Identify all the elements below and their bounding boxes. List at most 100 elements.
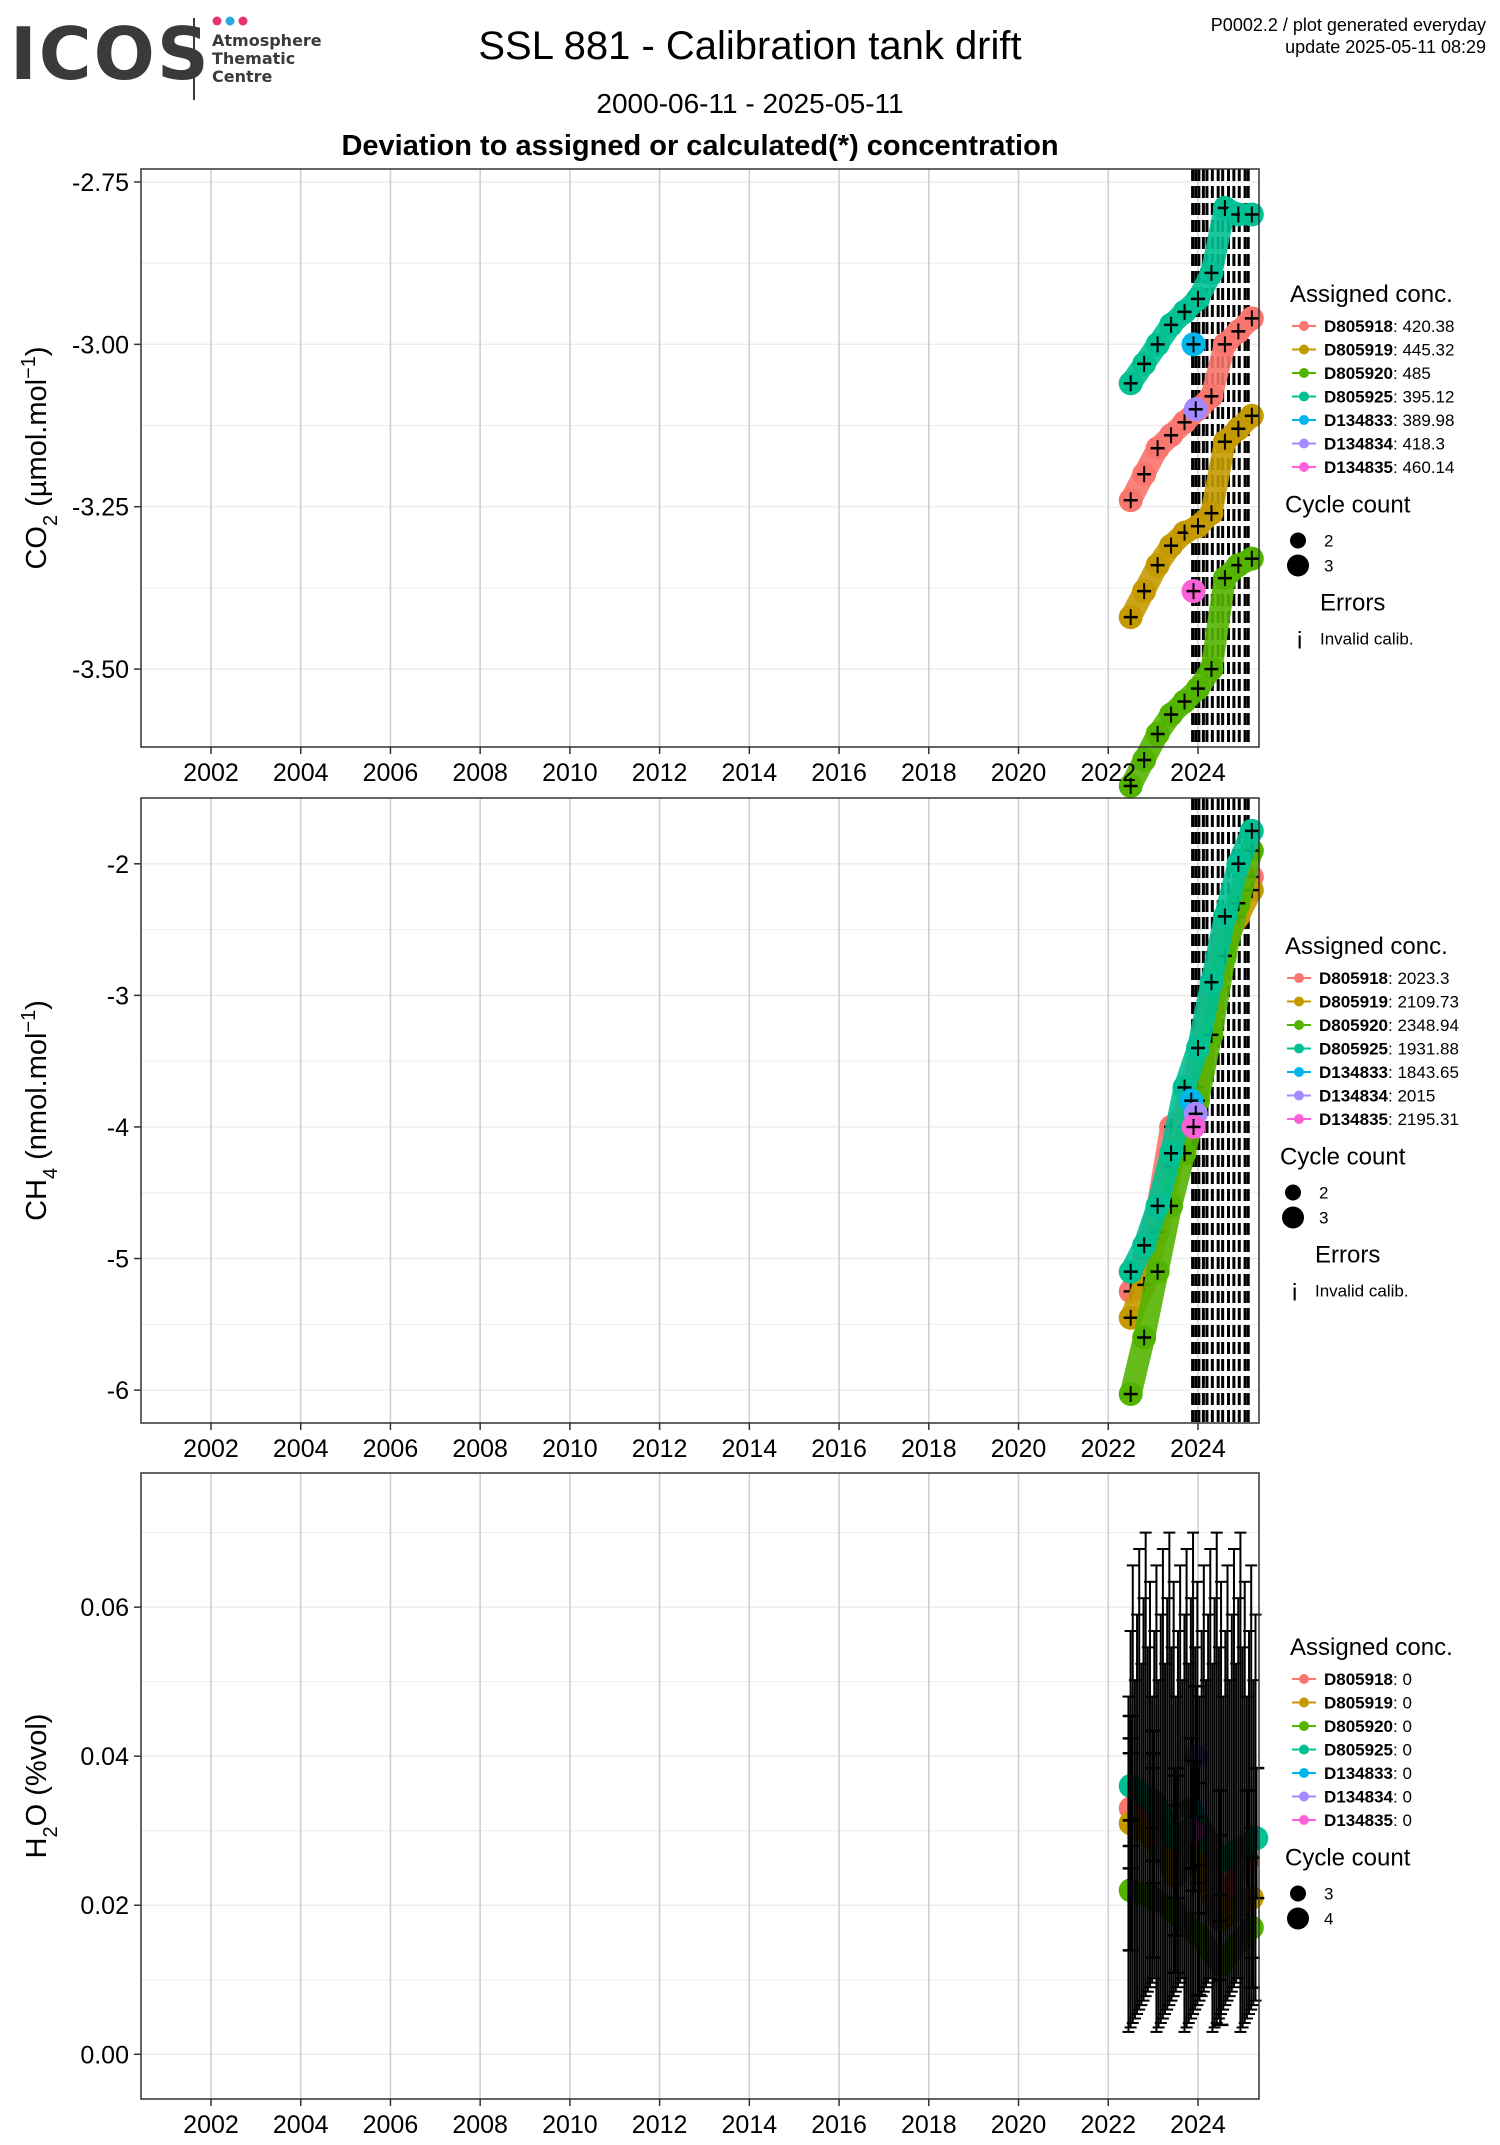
x-tick-label: 2020 [991,2111,1047,2139]
legend-item-label: D134835: 460.14 [1324,458,1454,477]
legend-item-id: D805918 [1324,1670,1393,1689]
legend-item-label: D805925: 1931.88 [1319,1040,1459,1059]
legend-size-key [1287,1907,1309,1930]
legend-key [1294,1067,1304,1077]
logo-divider [193,18,195,100]
legend-item-label: D805925: 0 [1324,1741,1412,1760]
legend-key [1299,391,1309,402]
y-tick-label: -5 [107,1246,129,1274]
legend-key [1294,996,1304,1007]
legend-item-id: D805920 [1324,1717,1393,1736]
legend-key [1299,321,1309,331]
legend-item-value: : 0 [1393,1694,1412,1713]
x-tick-label: 2018 [901,759,957,787]
legend-item-value: : 420.38 [1393,317,1454,336]
x-tick-label: 2016 [811,759,867,787]
legend-title: Assigned conc. [1285,933,1448,960]
x-tick-label: 2002 [183,759,239,787]
legend-item-value: : 0 [1393,1764,1412,1783]
legend-item-label: D805925: 395.12 [1324,388,1454,407]
legend-item-id: D134834 [1319,1087,1389,1106]
y-tick-label: -3.50 [72,656,129,684]
legend-errors-label: Invalid calib. [1315,1282,1409,1301]
x-tick-label: 2014 [722,759,778,787]
legend-key [1294,1020,1304,1030]
legend-item-value: : 395.12 [1393,388,1454,407]
y-axis-title-part: (nmol.mol [21,1033,53,1168]
y-axis-title-part: 4 [40,1168,62,1179]
legend-item-id: D134834 [1324,1788,1394,1807]
legend-key [1299,1815,1309,1825]
legend-item-id: D134835 [1324,458,1393,477]
y-axis-title-part: ) [21,346,53,356]
legend-item-label: D134835: 2195.31 [1319,1110,1459,1129]
legend-item-value: : 2023.3 [1388,969,1449,988]
x-tick-label: 2016 [811,2111,867,2139]
legend-size-title: Cycle count [1280,1144,1406,1171]
legend-size-title: Cycle count [1285,1845,1411,1872]
legend-key [1299,415,1309,425]
legend-item-id: D805925 [1324,388,1393,407]
legend-size-label: 3 [1324,557,1333,576]
x-tick-label: 2014 [722,1435,778,1463]
legend-size-title: Cycle count [1285,492,1411,519]
legend-key [1299,1791,1309,1802]
y-axis-title-part: −1 [18,356,40,379]
legend-item-id: D134835 [1319,1110,1388,1129]
legend-item-label: D134835: 0 [1324,1811,1412,1830]
y-axis-title: CH4 (nmol.mol−1) [18,1000,62,1221]
plot-meta: P0002.2 / plot generated everyday update… [1211,14,1486,58]
legend-item-id: D805925 [1324,1741,1393,1760]
y-tick-label: -2 [107,851,129,879]
legend-item-value: : 2109.73 [1388,993,1459,1012]
legend-item-value: : 2195.31 [1388,1110,1459,1129]
legend-item-label: D805920: 2348.94 [1319,1016,1459,1035]
legend-item-id: D134833 [1324,411,1393,430]
legend-item-label: D134834: 418.3 [1324,435,1445,454]
y-tick-label: -3.25 [72,494,129,522]
legend-item-label: D134833: 1843.65 [1319,1063,1459,1082]
x-tick-label: 2012 [632,759,688,787]
x-tick-label: 2004 [273,759,329,787]
invalid-calib-icon: i [1297,628,1302,655]
y-axis-title-part: 2 [40,1826,62,1837]
legend-item-label: D134834: 0 [1324,1788,1412,1807]
legend-size-label: 3 [1324,1885,1333,1904]
legend-key [1294,973,1304,983]
legend-item-value: : 389.98 [1393,411,1454,430]
x-tick-label: 2022 [1080,759,1136,787]
legend-key [1299,1674,1309,1684]
logo-dots-icon [212,16,248,26]
legend-errors-title: Errors [1320,590,1385,617]
legend-key [1299,344,1309,355]
y-axis-title-part: CO [21,526,53,570]
x-tick-label: 2016 [811,1435,867,1463]
logo-dot [238,16,248,26]
legend-item-id: D805919 [1324,1694,1393,1713]
chart-panel: 0.06 0.04 0.02 0.00 2002 2004 2006 2008 2010 2012… [21,1472,1453,2139]
legend-size-label: 3 [1319,1209,1328,1228]
legend-errors-label: Invalid calib. [1320,630,1414,649]
x-tick-label: 2010 [542,2111,598,2139]
panel-border [140,1472,1260,2100]
x-tick-label: 2012 [632,2111,688,2139]
chart-panel: -2 -3 -4 -5 -6 2002 2004 2006 2008 2010 2012 2014 20… [18,797,1459,1463]
y-axis-title-part: CH [21,1179,53,1221]
panel-border [140,797,1260,1424]
y-axis-title-part: (µmol.mol [21,379,53,515]
legend-title: Assigned conc. [1290,1634,1453,1661]
y-tick-label: -2.75 [72,169,129,197]
legend-key [1299,438,1309,449]
x-tick-label: 2018 [901,1435,957,1463]
y-tick-label: 0.04 [80,1743,129,1771]
x-tick-label: 2006 [363,759,419,787]
x-tick-label: 2022 [1080,1435,1136,1463]
y-tick-label: -3 [107,982,129,1010]
legend-item-id: D805920 [1324,364,1393,383]
legend-item-id: D134833 [1324,1764,1393,1783]
legend-item-label: D805919: 2109.73 [1319,993,1459,1012]
y-tick-label: 0.00 [80,2041,129,2069]
legend-item-value: : 445.32 [1393,341,1454,360]
logo-sub-line: Centre [212,67,273,86]
legend-item-label: D805919: 445.32 [1324,341,1454,360]
